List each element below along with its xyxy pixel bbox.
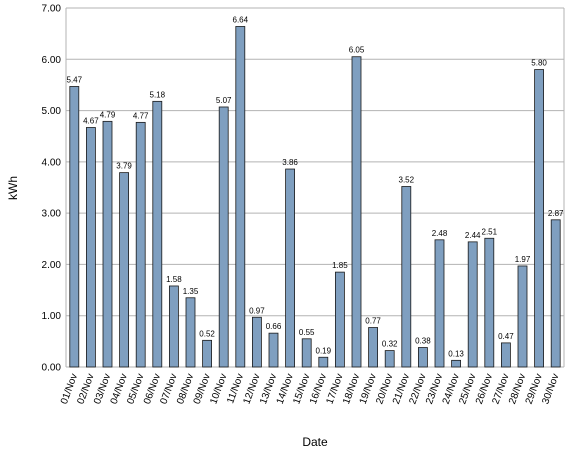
data-label: 3.86	[282, 158, 298, 167]
bar-04-nov	[119, 172, 129, 368]
data-label: 0.66	[266, 322, 282, 331]
data-label: 5.80	[531, 59, 547, 68]
data-label: 0.38	[415, 337, 431, 346]
bar-28-nov	[517, 265, 528, 368]
data-label: 5.47	[67, 75, 83, 84]
bar-03-nov	[102, 120, 113, 368]
bar-01-nov	[69, 86, 80, 368]
bar-10-nov	[218, 106, 229, 368]
y-tick-label: 5.00	[42, 106, 62, 117]
data-label: 0.55	[299, 328, 315, 337]
bars	[69, 26, 561, 368]
bar-14-nov	[285, 168, 296, 368]
data-label: 2.48	[432, 229, 448, 238]
bar-06-nov	[152, 100, 163, 368]
y-tick-label: 3.00	[42, 209, 62, 220]
bar-20-nov	[384, 350, 395, 368]
data-label: 0.52	[199, 329, 215, 338]
bar-18-nov	[351, 56, 362, 368]
y-axis-ticks: 0.00 1.00 2.00 3.00 4.00 5.00 6.00 7.00	[42, 4, 62, 374]
bar-15-nov	[301, 338, 312, 368]
data-label: 1.35	[183, 287, 199, 296]
bar-02-nov	[86, 127, 96, 368]
y-tick-label: 0.00	[42, 363, 62, 374]
bar-07-nov	[168, 285, 179, 368]
data-label: 5.07	[216, 96, 232, 105]
bar-12-nov	[251, 316, 262, 368]
bar-11-nov	[235, 26, 246, 368]
bar-30-nov	[550, 219, 561, 368]
x-axis-title: Date	[302, 435, 328, 449]
data-labels: 5.47 4.674.79 3.79 4.77 5.18 1.581.35 0.52 5.07…	[67, 15, 565, 358]
data-label: 0.19	[316, 346, 332, 355]
gridlines	[65, 7, 565, 368]
data-label: 4.67	[83, 116, 99, 125]
bar-05-nov	[135, 121, 146, 368]
y-tick-label: 4.00	[42, 157, 62, 168]
bar-09-nov	[202, 339, 213, 368]
data-label: 2.87	[548, 209, 564, 218]
data-label: 0.47	[498, 332, 514, 341]
data-label: 1.58	[166, 275, 182, 284]
bar-26-nov	[484, 237, 495, 368]
data-label: 3.52	[399, 175, 415, 184]
bar-25-nov	[467, 241, 478, 368]
data-label: 2.44	[465, 231, 481, 240]
data-label: 4.77	[133, 111, 149, 120]
bar-08-nov	[185, 297, 196, 368]
data-label: 1.85	[332, 261, 348, 270]
data-label: 0.97	[249, 306, 265, 315]
data-label: 5.18	[150, 90, 166, 99]
bar-13-nov	[268, 332, 279, 368]
bar-29-nov	[534, 69, 544, 368]
bar-21-nov	[401, 186, 412, 368]
y-tick-label: 1.00	[42, 311, 62, 322]
data-label: 0.32	[382, 340, 398, 349]
data-label: 4.79	[100, 110, 116, 119]
bar-27-nov	[500, 342, 511, 368]
y-axis-title: kWh	[6, 176, 20, 200]
data-label: 0.13	[448, 349, 464, 358]
data-label: 1.97	[515, 255, 531, 264]
bar-24-nov	[451, 359, 462, 368]
bar-23-nov	[434, 239, 445, 368]
data-label: 6.64	[233, 15, 249, 24]
y-tick-label: 7.00	[42, 4, 62, 15]
y-tick-label: 2.00	[42, 260, 62, 271]
bar-17-nov	[334, 271, 345, 368]
bar-19-nov	[368, 327, 379, 368]
bar-22-nov	[417, 347, 428, 368]
data-label: 2.51	[482, 227, 498, 236]
bar-16-nov	[318, 356, 329, 368]
data-label: 6.05	[349, 46, 365, 55]
x-axis-ticks: 01/Nov02/Nov03/Nov04/Nov05/Nov06/Nov07/N…	[59, 372, 562, 406]
data-label: 3.79	[116, 162, 132, 171]
data-label: 0.77	[365, 317, 381, 326]
y-tick-label: 6.00	[42, 55, 62, 66]
